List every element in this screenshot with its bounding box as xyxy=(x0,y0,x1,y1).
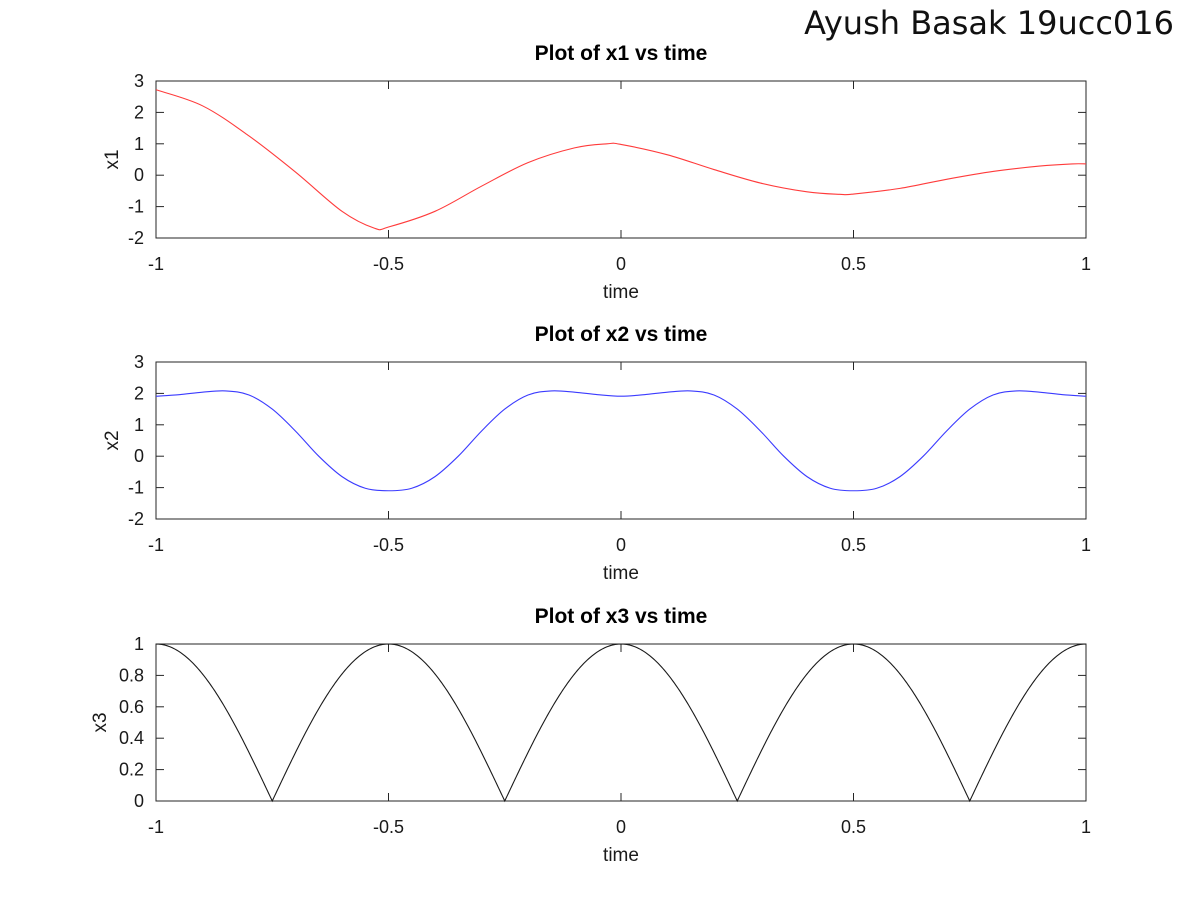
y-axis-label: x3 xyxy=(90,712,111,732)
x-tick-label: 0.5 xyxy=(841,254,866,274)
y-tick-label: 1 xyxy=(134,415,144,435)
y-tick-label: -1 xyxy=(128,197,144,217)
y-tick-label: 0 xyxy=(134,165,144,185)
y-tick-label: -2 xyxy=(128,228,144,248)
y-tick-label: 0 xyxy=(134,791,144,811)
axes-box xyxy=(155,643,1087,802)
series-line-x1 xyxy=(155,89,1087,231)
x-tick-label: -1 xyxy=(148,535,164,555)
chart-title: Plot of x2 vs time xyxy=(535,323,708,346)
y-tick-label: 0.4 xyxy=(119,728,144,748)
chart-panel-2: Plot of x2 vs time-1 -0.5 0 0.5 1-2-10123tim… xyxy=(102,323,1091,584)
y-tick-label: 0.6 xyxy=(119,697,144,717)
y-tick-label: 2 xyxy=(134,383,144,403)
y-tick-label: 0.2 xyxy=(119,760,144,780)
y-tick-label: 1 xyxy=(134,134,144,154)
chart-panel-1: Plot of x1 vs time-1 -0.5 0 0.5 1-2-10123tim… xyxy=(102,42,1091,303)
chart-title: Plot of x3 vs time xyxy=(535,605,708,628)
y-tick-label: 3 xyxy=(134,71,144,91)
x-tick-label: 0 xyxy=(616,535,626,555)
series-line-x3 xyxy=(155,643,1087,803)
x-tick-label: -1 xyxy=(148,254,164,274)
y-tick-label: 0 xyxy=(134,446,144,466)
x-tick-label: -0.5 xyxy=(373,254,404,274)
x-tick-label: -1 xyxy=(148,817,164,837)
x-axis-label: time xyxy=(603,845,639,866)
x-tick-label: -0.5 xyxy=(373,535,404,555)
x-axis-label: time xyxy=(603,282,639,303)
x-tick-label: -0.5 xyxy=(373,817,404,837)
y-tick-label: 3 xyxy=(134,352,144,372)
x-tick-label: 1 xyxy=(1081,254,1091,274)
y-tick-label: -2 xyxy=(128,509,144,529)
series-line-x2 xyxy=(155,390,1087,492)
y-tick-label: 1 xyxy=(134,634,144,654)
x-axis-label: time xyxy=(603,563,639,584)
axes-box xyxy=(155,361,1087,520)
x-tick-label: 1 xyxy=(1081,535,1091,555)
x-tick-label: 0.5 xyxy=(841,535,866,555)
y-axis-label: x1 xyxy=(102,149,123,169)
y-tick-label: -1 xyxy=(128,478,144,498)
x-tick-label: 1 xyxy=(1081,817,1091,837)
chart-title: Plot of x1 vs time xyxy=(535,42,708,65)
y-axis-label: x2 xyxy=(102,430,123,450)
axes-box xyxy=(155,80,1087,239)
x-tick-label: 0 xyxy=(616,817,626,837)
chart-panel-3: Plot of x3 vs time -1 -0.5 0 0.5 1 0 0.2 0.4 0.6 0… xyxy=(90,605,1091,866)
y-tick-label: 0.8 xyxy=(119,665,144,685)
y-tick-label: 2 xyxy=(134,102,144,122)
x-tick-label: 0 xyxy=(616,254,626,274)
author-watermark: Ayush Basak 19ucc016 xyxy=(804,4,1174,42)
x-tick-label: 0.5 xyxy=(841,817,866,837)
